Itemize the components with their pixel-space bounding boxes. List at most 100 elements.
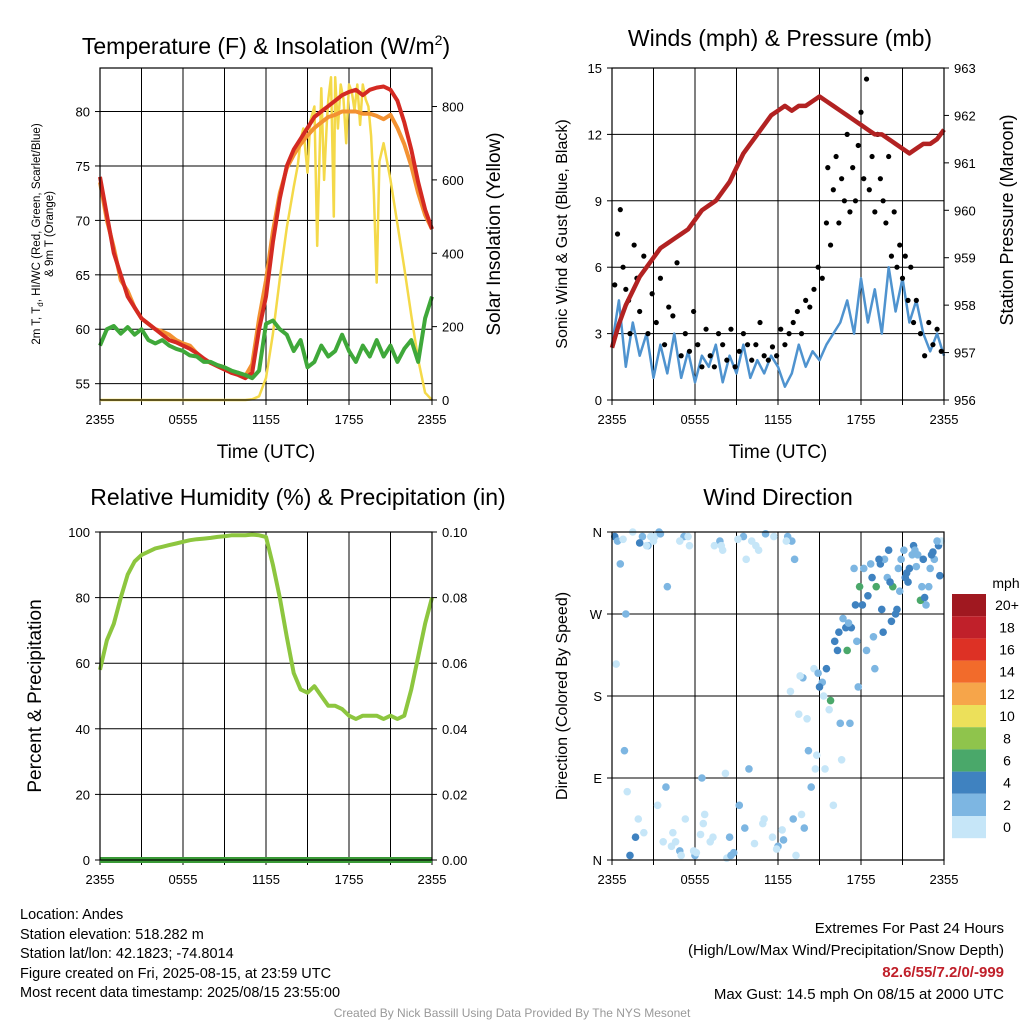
y2-tick-label: 200: [442, 320, 464, 335]
x-axis-title: Time (UTC): [729, 442, 828, 463]
gust-point: [855, 142, 861, 149]
direction-point: [684, 532, 692, 541]
gust-point: [899, 275, 906, 281]
x-tick-label: 0555: [681, 872, 710, 887]
x-tick-label: 0555: [169, 872, 198, 887]
direction-point: [782, 537, 791, 545]
direction-point: [685, 541, 694, 550]
y2-tick-label: 961: [954, 156, 976, 171]
direction-point: [616, 560, 625, 568]
gust-point: [839, 176, 845, 182]
recent-timestamp: Most recent data timestamp: 2025/08/15 2…: [20, 985, 341, 1001]
direction-point: [912, 562, 921, 571]
gust-point: [790, 319, 796, 326]
direction-point: [811, 765, 820, 773]
y-tick-label: 80: [76, 105, 90, 120]
y-tick-label: 60: [76, 322, 90, 337]
direction-point: [819, 692, 828, 700]
direction-point: [612, 660, 620, 668]
figure-created: Figure created on Fri, 2025-08-15, at 23…: [20, 965, 332, 982]
x-tick-label: 1155: [252, 872, 280, 887]
direction-point: [850, 564, 858, 573]
direction-point: [844, 619, 853, 627]
direction-point: [772, 845, 781, 853]
direction-point: [721, 769, 730, 778]
gust-point: [850, 165, 856, 171]
gust-point: [724, 357, 730, 363]
gust-point: [869, 153, 875, 160]
gust-point: [888, 253, 895, 259]
station-location: Location: Andes: [20, 907, 124, 923]
direction-point: [635, 539, 644, 547]
x-tick-label: 2355: [930, 412, 959, 427]
direction-point: [779, 836, 788, 844]
x-tick-label: 2355: [86, 412, 115, 427]
direction-point: [709, 833, 717, 842]
x-tick-label: 1155: [764, 872, 792, 887]
gust-point: [612, 282, 618, 288]
direction-point: [681, 815, 690, 823]
direction-point: [634, 815, 643, 823]
direction-point: [871, 664, 879, 673]
gust-point: [886, 153, 892, 160]
y2-tick-label: 800: [442, 100, 464, 115]
y2-tick-label: 0.04: [442, 722, 467, 737]
y2-tick-label: 400: [442, 246, 464, 261]
gust-point: [720, 342, 726, 348]
y2-tick-label: 960: [954, 203, 976, 218]
y-tick-label: 0: [83, 853, 90, 868]
direction-point: [790, 555, 799, 564]
gust-point: [891, 209, 897, 215]
colorbar-swatch: [952, 793, 986, 816]
direction-point: [859, 564, 868, 573]
direction-point: [862, 646, 871, 655]
direction-point: [900, 546, 908, 555]
gust-point: [847, 209, 853, 215]
direction-point: [761, 530, 770, 538]
y2-tick-label: 0.00: [442, 853, 467, 868]
direction-point: [922, 601, 930, 609]
direction-point: [631, 833, 640, 842]
direction-point: [829, 801, 838, 810]
gust-point: [695, 342, 701, 348]
direction-point: [734, 535, 742, 544]
gust-point: [686, 348, 693, 354]
gust-point: [922, 353, 928, 359]
series-line: [98, 295, 434, 381]
gust-point: [620, 264, 626, 270]
gust-point: [769, 344, 776, 350]
direction-point: [741, 824, 749, 832]
y-tick-label: N: [593, 853, 602, 868]
x-tick-label: 1155: [252, 412, 280, 427]
gust-point: [836, 220, 842, 226]
chart-title: Winds (mph) & Pressure (mb): [628, 25, 932, 51]
y-axis-title: Sonic Wind & Gust (Blue, Black): [554, 119, 571, 348]
y2-tick-label: 958: [954, 298, 976, 313]
y-tick-label: 70: [76, 213, 90, 228]
gust-point: [877, 176, 883, 182]
direction-point: [677, 851, 685, 860]
direction-point: [880, 555, 889, 564]
y-tick-label: 0: [595, 393, 602, 408]
direction-point: [821, 765, 829, 773]
direction-point: [826, 696, 835, 705]
direction-point: [927, 550, 936, 559]
gust-point: [807, 304, 813, 310]
x-axis-title: Time (UTC): [217, 442, 316, 463]
direction-point: [735, 801, 744, 810]
direction-point: [797, 810, 806, 819]
direction-point: [822, 664, 831, 673]
direction-point: [656, 530, 665, 538]
gust-point: [699, 364, 705, 370]
direction-point: [622, 610, 630, 618]
direction-point: [868, 573, 876, 582]
gust-point: [827, 242, 834, 248]
plot-frame: [99, 67, 433, 401]
gust-point: [774, 353, 780, 359]
direction-point: [855, 582, 864, 591]
y-tick-label: 75: [76, 159, 90, 174]
direction-point: [725, 833, 734, 842]
y2-tick-label: 0: [442, 393, 449, 408]
colorbar-label: 0: [1003, 819, 1011, 835]
direction-point: [919, 555, 928, 564]
